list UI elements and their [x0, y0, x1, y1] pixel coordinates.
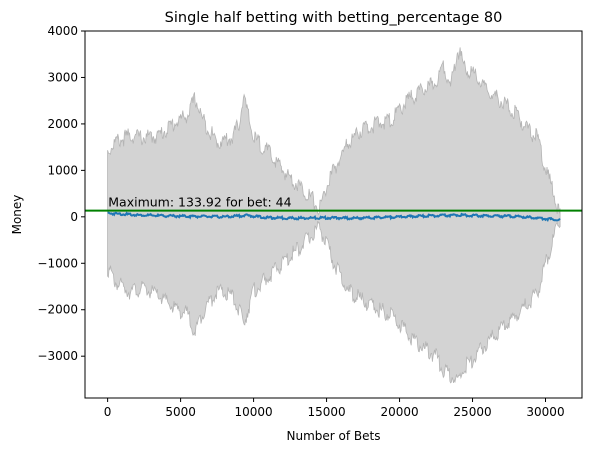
plot-frame: [84, 30, 583, 399]
y-axis-label: Money: [10, 195, 24, 235]
y-tick-label: −1000: [37, 256, 78, 270]
y-tick-label: 0: [70, 210, 78, 224]
x-tick-label: 20000: [380, 405, 418, 419]
y-tick-label: 3000: [47, 70, 78, 84]
y-tick-label: 1000: [47, 163, 78, 177]
x-axis: 0 5000 10000 15000 20000 25000 30000: [104, 398, 565, 419]
x-tick-label: 10000: [234, 405, 272, 419]
x-tick-label: 0: [104, 405, 112, 419]
x-tick-label: 5000: [165, 405, 196, 419]
y-tick-label: −2000: [37, 303, 78, 317]
y-tick-label: 2000: [47, 117, 78, 131]
mean-line: [107, 211, 561, 222]
chart-title: Single half betting with betting_percent…: [165, 10, 503, 26]
y-tick-label: −3000: [37, 349, 78, 363]
x-tick-label: 30000: [526, 405, 564, 419]
y-axis: −3000 −2000 −1000 0 1000 2000 3000 4000: [37, 24, 85, 363]
x-tick-label: 15000: [307, 405, 345, 419]
y-tick-label: 4000: [47, 24, 78, 38]
range-band: [107, 47, 561, 384]
maximum-annotation: Maximum: 133.92 for bet: 44: [108, 195, 291, 210]
plot-area: [85, 47, 582, 384]
x-tick-label: 25000: [453, 405, 491, 419]
x-axis-label: Number of Bets: [287, 429, 381, 443]
